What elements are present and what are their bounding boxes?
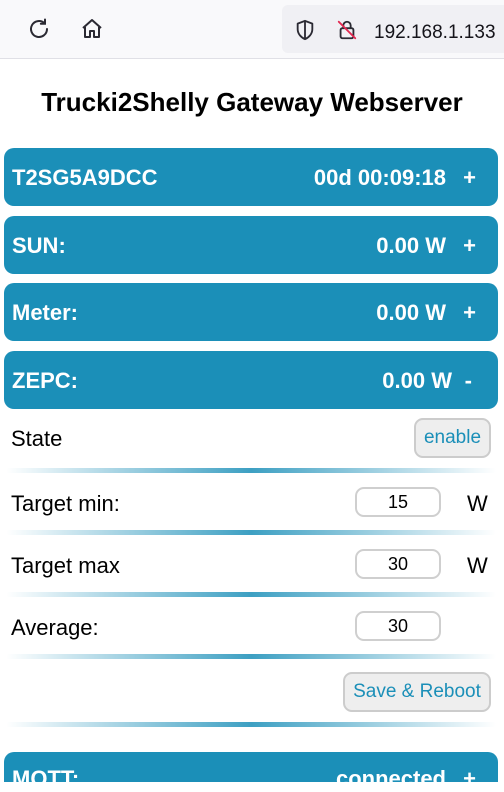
zepc-value: 0.00 W xyxy=(382,368,452,393)
zepc-collapse-toggle[interactable]: - xyxy=(464,368,472,393)
enable-button[interactable]: enable xyxy=(414,418,491,458)
device-expand-toggle[interactable]: + xyxy=(463,165,476,190)
mqtt-label: MQTT: xyxy=(12,766,80,791)
home-icon[interactable] xyxy=(76,13,108,45)
target-min-unit: W xyxy=(467,491,488,516)
browser-toolbar: 192.168.1.133 xyxy=(0,0,504,59)
insecure-lock-icon[interactable] xyxy=(334,17,360,43)
sun-expand-toggle[interactable]: + xyxy=(463,233,476,258)
device-bar[interactable]: T2SG5A9DCC 00d 00:09:18 + xyxy=(4,148,498,206)
average-label: Average: xyxy=(11,615,99,640)
meter-expand-toggle[interactable]: + xyxy=(463,300,476,325)
page-title: Trucki2Shelly Gateway Webserver xyxy=(41,87,463,117)
mqtt-status: connected xyxy=(335,766,446,791)
sun-label: SUN: xyxy=(12,233,66,258)
sun-bar[interactable]: SUN: 0.00 W + xyxy=(4,216,498,274)
shield-icon[interactable] xyxy=(292,17,318,43)
average-input[interactable] xyxy=(355,611,441,641)
meter-label: Meter: xyxy=(12,300,79,325)
target-max-label: Target max xyxy=(11,553,120,578)
zepc-label: ZEPC: xyxy=(12,368,78,393)
meter-value: 0.00 W xyxy=(376,300,446,325)
separator xyxy=(6,530,496,535)
separator xyxy=(6,654,496,659)
target-min-label: Target min: xyxy=(11,491,120,516)
mqtt-bar[interactable]: MQTT: connected + xyxy=(4,752,498,791)
meter-bar[interactable]: Meter: 0.00 W + xyxy=(4,283,498,341)
uptime-value: 00d 00:09:18 xyxy=(313,165,446,190)
state-label: State xyxy=(11,426,63,451)
device-id-label: T2SG5A9DCC xyxy=(12,165,158,190)
zepc-bar[interactable]: ZEPC: 0.00 W - xyxy=(4,351,498,409)
target-max-unit: W xyxy=(467,553,488,578)
separator xyxy=(6,468,496,473)
reload-icon[interactable] xyxy=(23,13,55,45)
url-bar[interactable]: 192.168.1.133 xyxy=(282,5,504,53)
url-text[interactable]: 192.168.1.133 xyxy=(374,22,496,43)
save-reboot-button[interactable]: Save & Reboot xyxy=(343,672,491,712)
separator xyxy=(6,592,496,597)
sun-value: 0.00 W xyxy=(376,233,446,258)
mqtt-expand-toggle[interactable]: + xyxy=(463,766,476,791)
target-max-input[interactable] xyxy=(355,549,441,579)
separator xyxy=(6,722,496,727)
target-min-input[interactable] xyxy=(355,487,441,517)
